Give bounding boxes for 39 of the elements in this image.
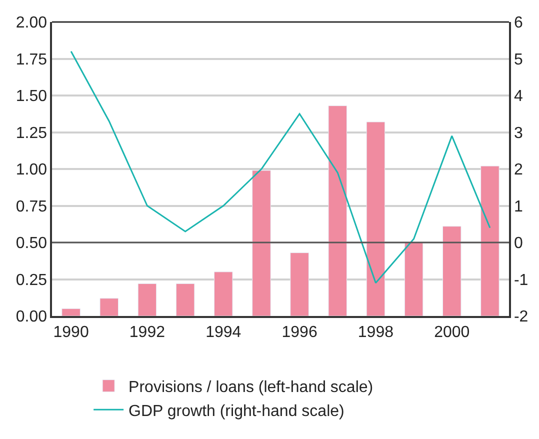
x-tick-label: 1994 [206,324,242,341]
y-tick-label: 1.25 [16,124,48,142]
y2-tick-label: -2 [514,308,528,326]
bar [480,166,500,316]
bar [214,272,233,316]
bar [100,298,119,316]
bar [404,242,424,316]
y2-tick-label: 4 [514,88,523,106]
y-tick-label: 2.00 [16,14,48,32]
legend-label: GDP growth (right-hand scale) [128,402,344,420]
y2-tick-label: 5 [514,51,523,68]
x-tick-label: 2000 [434,324,470,341]
y-tick-label: 1.00 [16,162,48,179]
bar [328,106,348,316]
bar [290,252,309,316]
y-tick-label: 0.50 [16,235,48,252]
bar [442,226,462,316]
y-tick-label: 1.75 [16,51,48,68]
bar [138,283,157,316]
x-tick-label: 1996 [282,324,318,341]
y2-tick-label: 3 [514,124,523,142]
line-series [70,50,491,284]
y-tick-label: 0.25 [16,272,48,289]
x-tick-label: 1990 [53,324,89,341]
y-tick-label: 0.75 [16,198,48,216]
bar [366,122,386,316]
x-tick-label: 1998 [358,324,394,341]
y2-tick-label: 6 [514,14,523,32]
bar [62,308,80,316]
y-tick-label: 0.00 [16,308,48,326]
y-tick-label: 1.50 [16,88,48,106]
y2-tick-label: -1 [514,272,528,289]
bar [176,283,195,316]
y2-tick-label: 2 [514,162,523,179]
bar [252,170,271,316]
y2-tick-label: 1 [514,198,523,216]
y2-tick-label: 0 [514,235,523,252]
x-tick-label: 1992 [129,324,166,341]
legend-label: Provisions / loans (left-hand scale) [128,379,374,396]
